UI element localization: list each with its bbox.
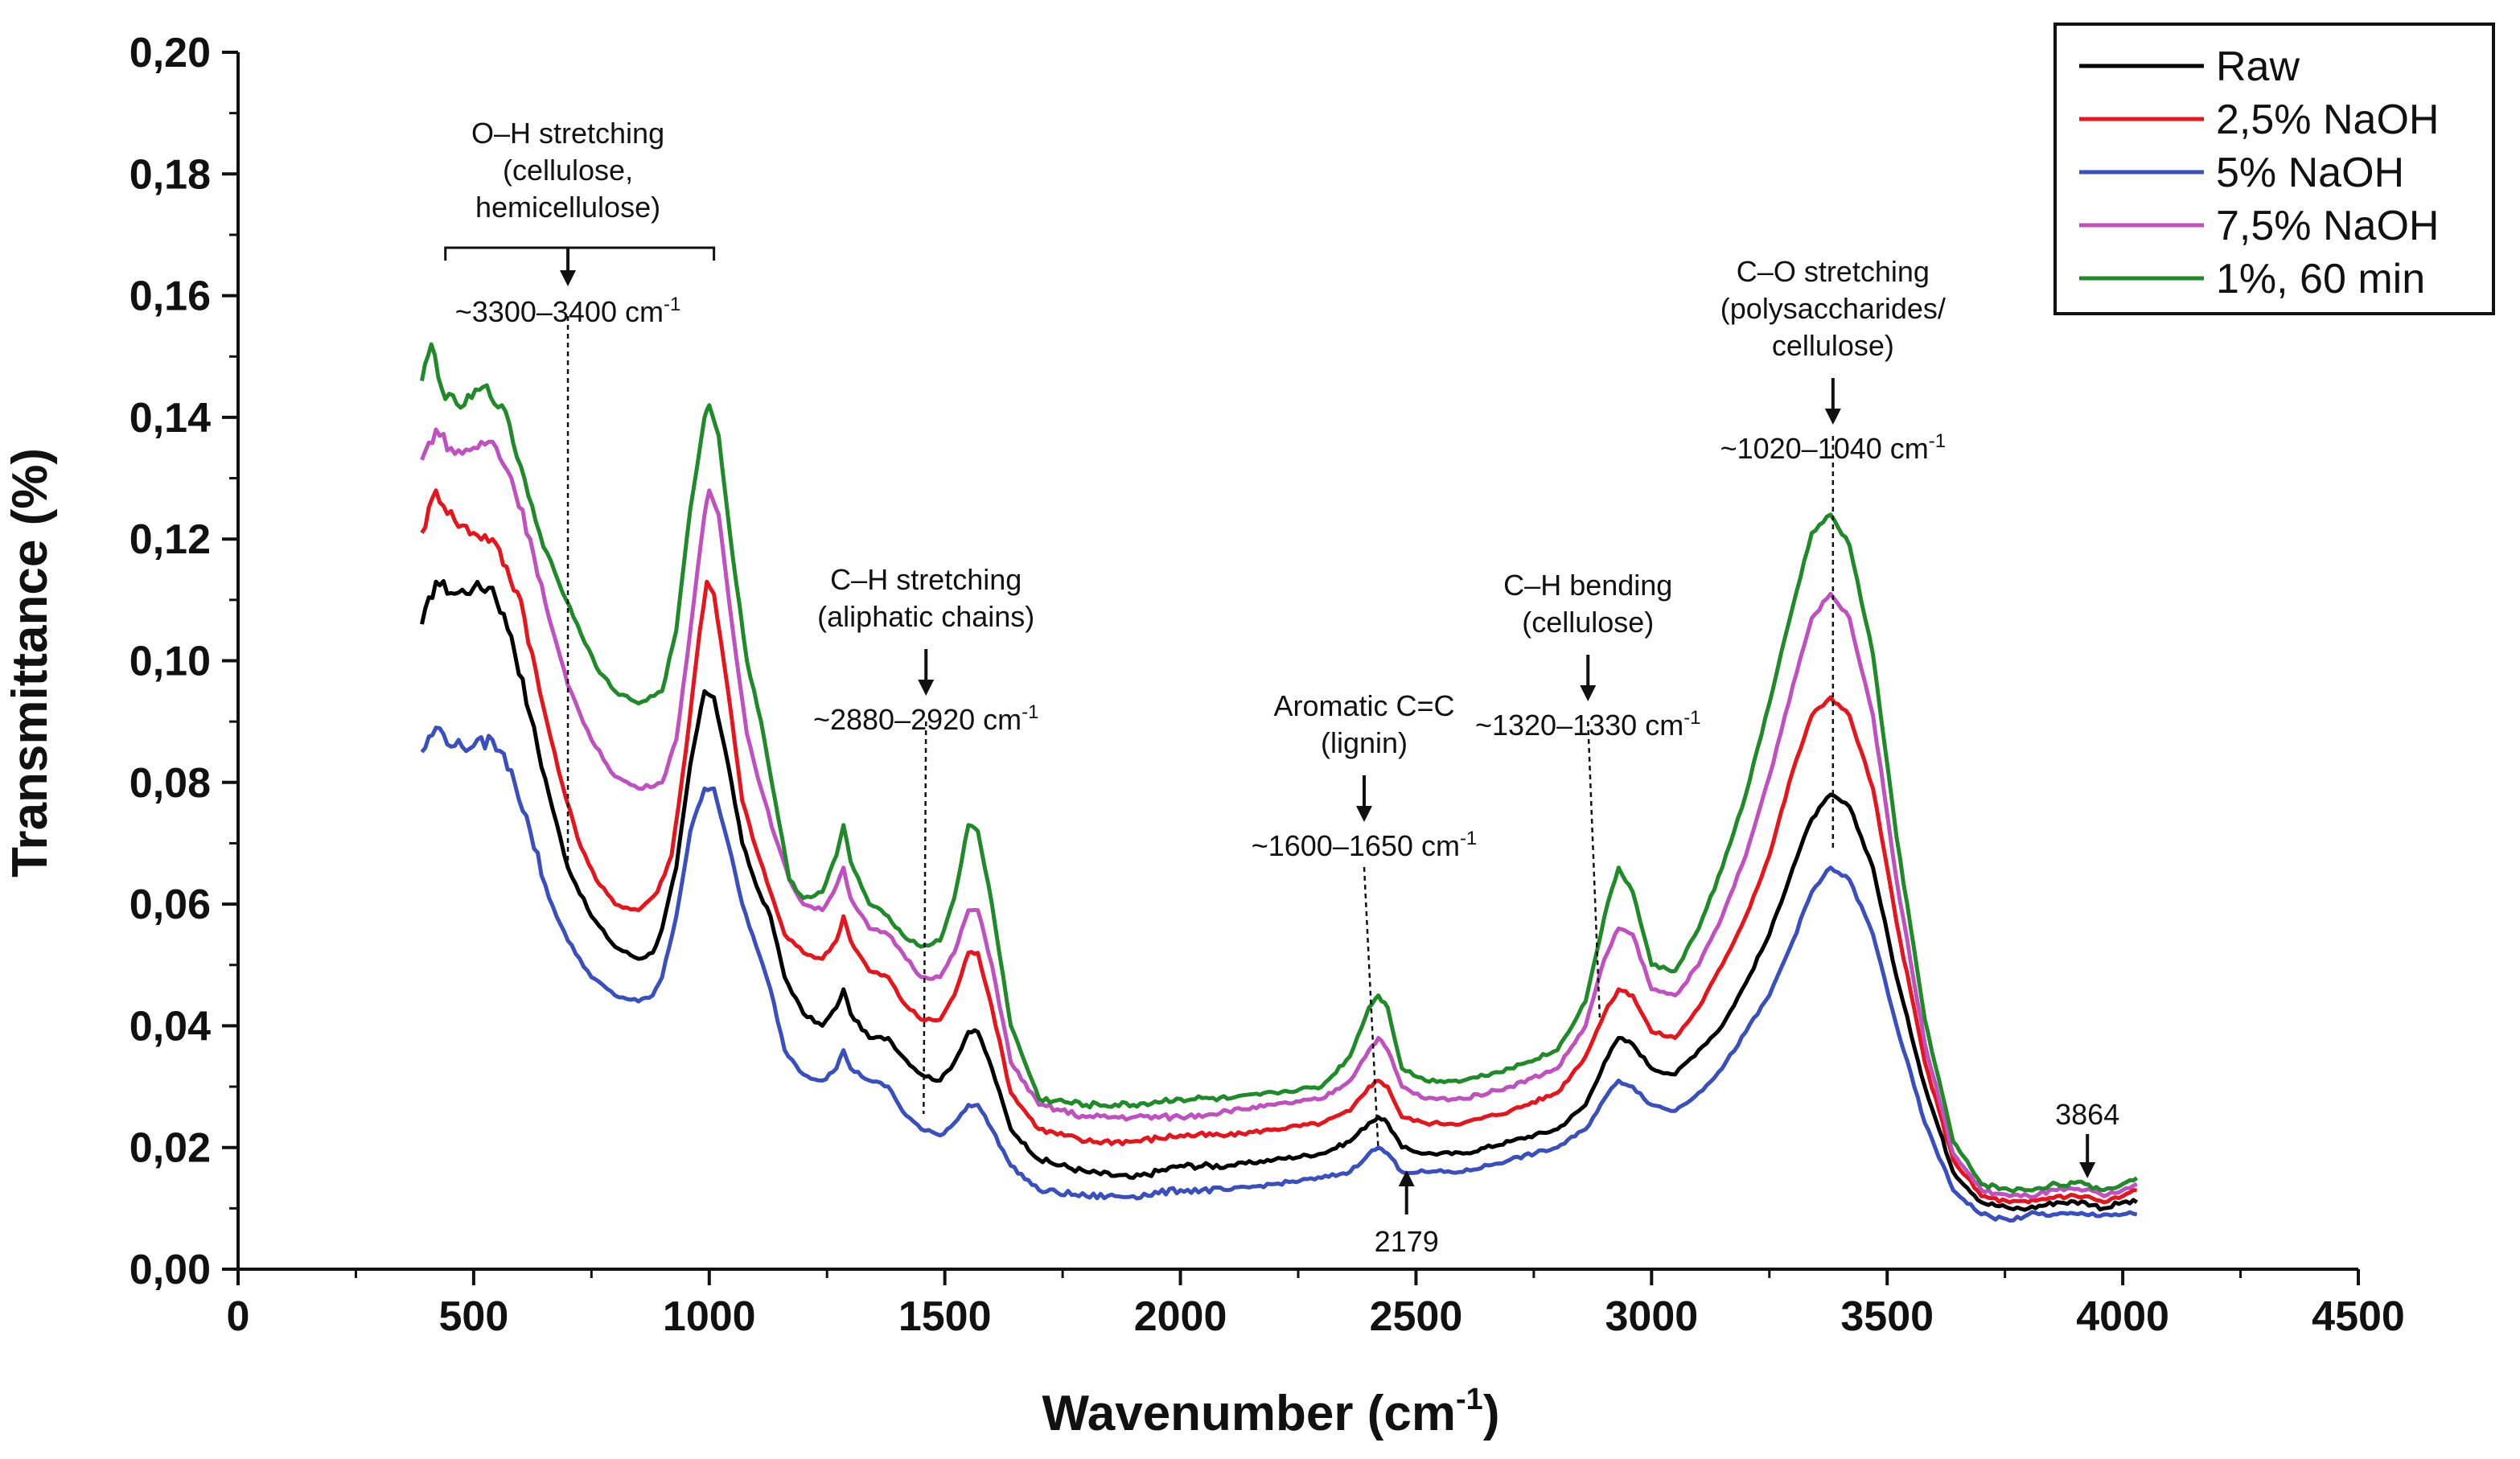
annotation-2179-arrow-head xyxy=(1398,1170,1415,1186)
annotation-3864-arrow-head xyxy=(2079,1162,2096,1178)
annotation-arom-range-sup: -1 xyxy=(1460,828,1477,849)
y-tick-label: 0,02 xyxy=(129,1125,211,1172)
y-tick-label: 0,10 xyxy=(129,639,211,685)
annotation-co-range-sup: -1 xyxy=(1929,430,1946,452)
y-tick-label: 0,12 xyxy=(129,516,211,563)
legend-box xyxy=(2053,23,2495,315)
annotation-ch-str-line: (aliphatic chains) xyxy=(817,600,1034,633)
x-tick-label: 4500 xyxy=(2312,1293,2405,1340)
y-tick-label: 0,16 xyxy=(129,273,211,320)
x-tick-label: 1500 xyxy=(898,1293,992,1340)
annotation-arom-line: Aromatic C=C xyxy=(1273,689,1454,722)
series-line-3 xyxy=(420,725,2138,1223)
series-line-5 xyxy=(420,342,2139,1194)
x-tick-label: 500 xyxy=(439,1293,509,1340)
axes: 0 500 1000 1500 2000 2500 3000 3500 4000 4500 0,00… xyxy=(129,30,2405,1340)
y-tick-label: 0,14 xyxy=(129,395,211,442)
x-axis-title-main: Wavenumber (cm xyxy=(1042,1386,1457,1441)
annotation-ch-bend-range: ~1320–1330 cm-1 xyxy=(1475,707,1701,742)
annotation-arom-line: (lignin) xyxy=(1321,726,1408,759)
annotation-ch-bend-range-sup: -1 xyxy=(1683,707,1700,729)
legend-label-5: 1%, 60 min xyxy=(2216,256,2425,302)
annotation-oh-range-sup: -1 xyxy=(664,294,680,315)
x-tick-label: 0 xyxy=(227,1293,250,1340)
x-axis-title: Wavenumber (cm-1) xyxy=(1042,1383,1500,1441)
x-tick-label: 1000 xyxy=(663,1293,756,1340)
legend: Raw 2,5% NaOH 5% NaOH 7,5% NaOH 1%, 60 min xyxy=(2053,23,2495,315)
annotation-oh-range: ~3300–3400 cm-1 xyxy=(455,294,681,328)
annotation-oh-bracket xyxy=(444,246,716,261)
annotation-3864-label: 3864 xyxy=(2055,1098,2119,1131)
annotation-2179-label: 2179 xyxy=(1375,1225,1439,1258)
annotation-ch-str-arrow-head xyxy=(918,680,935,696)
legend-label-2: 2,5% NaOH xyxy=(2216,97,2439,143)
y-tick-label: 0,00 xyxy=(129,1247,211,1293)
annotation-ch-bend-line: (cellulose) xyxy=(1522,606,1654,639)
y-tick-label: 0,20 xyxy=(129,30,211,76)
annotation-co-line: C–O stretching xyxy=(1737,255,1930,288)
annotation-co-arrow-head xyxy=(1824,409,1841,425)
y-axis-title: Transmittance (%) xyxy=(2,448,58,877)
annotation-oh-line: (cellulose, xyxy=(503,154,633,187)
annotation-oh-line: O–H stretching xyxy=(471,117,664,150)
annotation-oh-arrow-head xyxy=(560,270,577,286)
y-tick-label: 0,06 xyxy=(129,882,211,928)
annotation-arom-range: ~1600–1650 cm-1 xyxy=(1252,828,1478,862)
annotation-co-line: cellulose) xyxy=(1772,329,1894,362)
annotation-arom-arrow-head xyxy=(1356,806,1373,822)
x-tick-label: 3500 xyxy=(1840,1293,1934,1340)
legend-label-1: Raw xyxy=(2216,43,2300,90)
series-line-2 xyxy=(420,488,2137,1205)
x-tick-label: 4000 xyxy=(2076,1293,2169,1340)
legend-label-4: 7,5% NaOH xyxy=(2216,203,2439,249)
x-tick-label: 3000 xyxy=(1605,1293,1698,1340)
annotation-co-line: (polysaccharides/ xyxy=(1720,292,1946,325)
series-line-4 xyxy=(420,427,2138,1200)
series-line-1 xyxy=(420,579,2139,1212)
y-tick-label: 0,08 xyxy=(129,760,211,807)
annotation-layer: O–H stretching (cellulose, hemicellulose) ~… xyxy=(444,117,2119,1258)
annotation-oh-line: hemicellulose) xyxy=(475,191,660,224)
x-tick-label: 2000 xyxy=(1134,1293,1227,1340)
series-layer xyxy=(420,342,2139,1223)
annotation-ch-str-guide xyxy=(923,721,927,1115)
x-axis-title-sup: -1 xyxy=(1456,1383,1483,1416)
annotation-ch-str-range: ~2880–2920 cm-1 xyxy=(813,701,1039,736)
y-tick-label: 0,04 xyxy=(129,1003,211,1050)
y-tick-label: 0,18 xyxy=(129,151,211,198)
annotation-ch-str-range-sup: -1 xyxy=(1022,701,1038,723)
legend-label-3: 5% NaOH xyxy=(2216,150,2404,196)
x-tick-label: 2500 xyxy=(1370,1293,1463,1340)
annotation-arom-guide xyxy=(1363,866,1379,1151)
annotation-ch-bend-arrow-head xyxy=(1580,685,1597,701)
x-axis-title-close: ) xyxy=(1483,1386,1500,1441)
annotation-ch-bend-line: C–H bending xyxy=(1503,569,1672,602)
annotation-ch-str-line: C–H stretching xyxy=(830,563,1022,596)
